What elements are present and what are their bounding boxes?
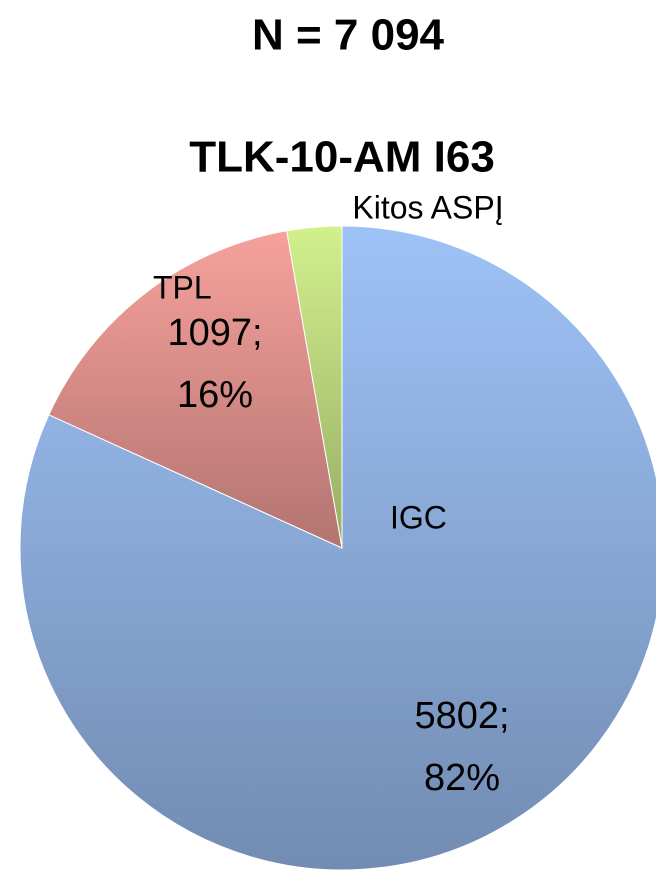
pie-slice — [19, 225, 656, 870]
chart-title: N = 7 094 — [252, 11, 445, 60]
pie-slice — [286, 225, 343, 549]
category-label: TPL — [153, 269, 212, 305]
category-label: Kitos ASPĮ — [352, 189, 503, 225]
value-label: 5802; 82% — [414, 695, 509, 799]
value-label: 1097; 16% — [167, 312, 262, 416]
pie-slice — [48, 230, 343, 549]
chart-subtitle: TLK-10-AM I63 — [189, 133, 495, 182]
category-label: IGC — [390, 499, 447, 535]
